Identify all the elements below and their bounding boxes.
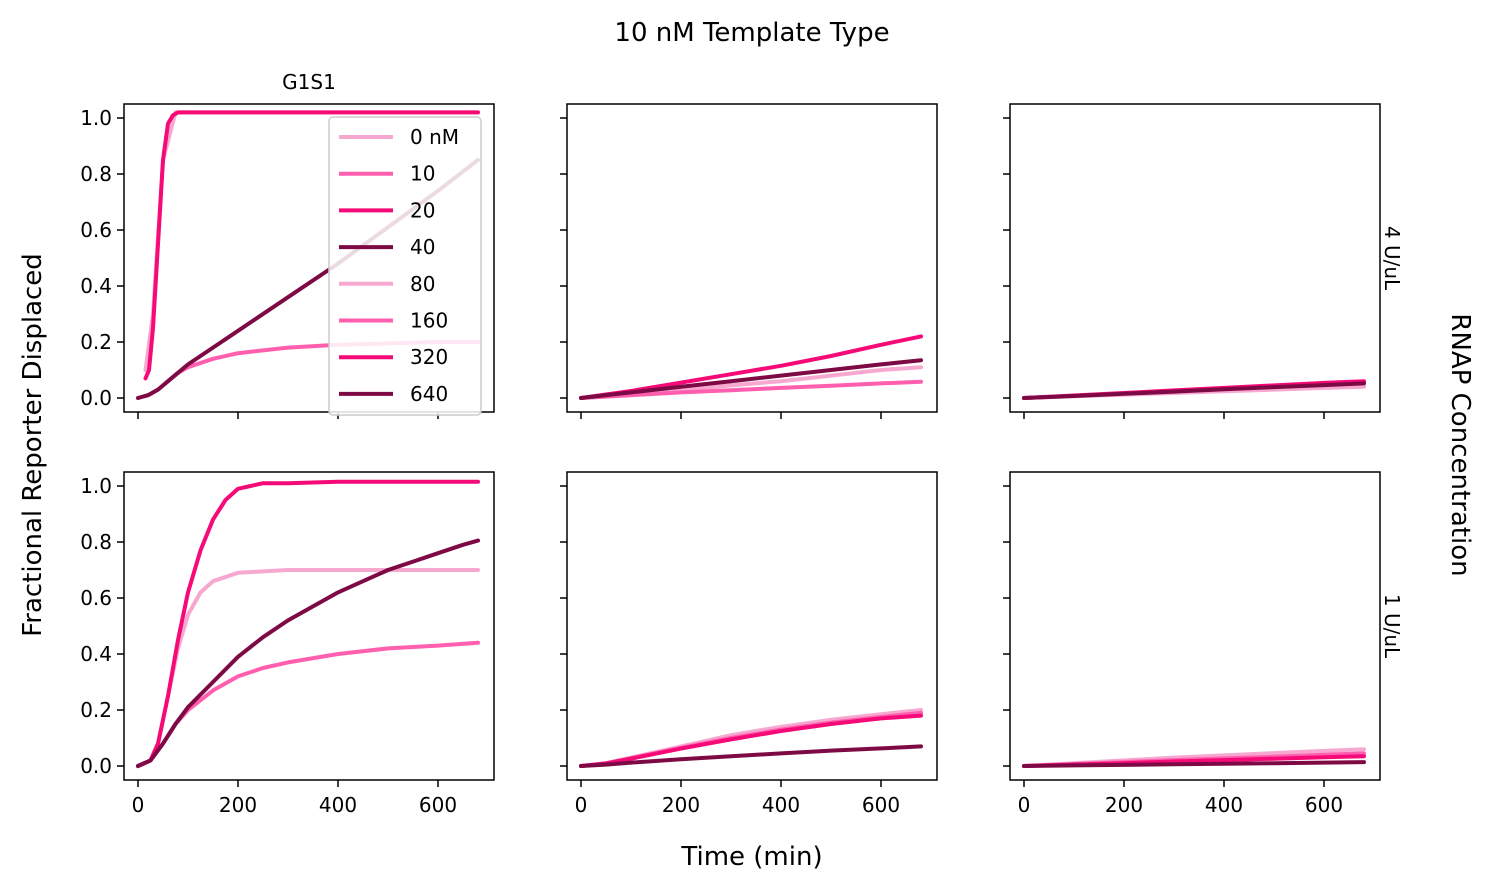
y-tick-label: 0.4 — [80, 274, 112, 298]
x-tick-label: 400 — [319, 793, 357, 817]
series-line-3 — [579, 744, 923, 768]
x-tick-label: 200 — [662, 793, 700, 817]
x-tick-label: 0 — [132, 793, 145, 817]
axes-frame — [123, 103, 495, 413]
y-tick-label: 1.0 — [80, 106, 112, 130]
row-label: 4 U/uL — [1380, 226, 1404, 291]
legend-label: 80 — [410, 272, 435, 296]
y-tick-label: 0.8 — [80, 162, 112, 186]
axes-frame — [1009, 103, 1381, 413]
subplot-r1c0: 0.0 0.2 0.4 0.6 0.8 1.0 0 200 400 600 — [80, 471, 495, 817]
subplot-r1c1: 0 200 400 600 — [560, 471, 938, 817]
axes-frame — [1009, 471, 1381, 781]
x-tick-label: 400 — [1205, 793, 1243, 817]
axes-frame — [123, 471, 495, 781]
axes-frame — [566, 471, 938, 781]
legend-label: 320 — [410, 345, 448, 369]
y-tick-label: 0.8 — [80, 530, 112, 554]
x-tick-label: 600 — [862, 793, 900, 817]
figure-xlabel: Time (min) — [680, 842, 822, 872]
series-line-2 — [143, 110, 480, 381]
y-tick-label: 0.4 — [80, 642, 112, 666]
x-tick-label: 0 — [575, 793, 588, 817]
axes-frame — [566, 103, 938, 413]
figure-suptitle: 10 nM Template Type — [614, 18, 889, 48]
series-line-0 — [136, 568, 480, 768]
legend-label: 10 — [410, 162, 435, 186]
x-tick-label: 600 — [419, 793, 457, 817]
y-tick-label: 0.0 — [80, 754, 112, 778]
series-line-3 — [579, 358, 923, 400]
figure-ylabel: Fractional Reporter Displaced — [18, 253, 48, 637]
y-tick-label: 0.6 — [80, 586, 112, 610]
x-tick-label: 400 — [762, 793, 800, 817]
y-tick-label: 0.2 — [80, 698, 112, 722]
series-line-3 — [1022, 760, 1366, 768]
legend: 0 nM 10 20 40 80 160 320 640 — [328, 116, 482, 416]
x-tick-label: 600 — [1305, 793, 1343, 817]
y-tick-label: 1.0 — [80, 474, 112, 498]
series-line-2 — [579, 713, 923, 768]
y-tick-label: 0.6 — [80, 218, 112, 242]
series-line-3 — [136, 538, 480, 768]
legend-label: 640 — [410, 382, 448, 406]
series-line-2 — [136, 479, 480, 768]
series-group — [579, 708, 923, 768]
subplot-grid: 0.0 0.2 0.4 0.6 0.8 1.0 G1S1 0 nM 10 20 40 80 160 320… — [80, 70, 1404, 817]
y-tick-label: 0.0 — [80, 386, 112, 410]
series-group — [1022, 379, 1366, 400]
subplot-r1c2: 0 200 400 600 1 U/uL — [1003, 471, 1404, 817]
series-group — [579, 334, 923, 400]
y-tick-label: 0.2 — [80, 330, 112, 354]
subplot-r0c0: 0.0 0.2 0.4 0.6 0.8 1.0 G1S1 0 nM 10 20 40 80 160 320… — [80, 70, 495, 419]
x-tick-label: 200 — [1105, 793, 1143, 817]
series-line-1 — [579, 379, 923, 400]
x-tick-label: 0 — [1018, 793, 1031, 817]
legend-label: 20 — [410, 198, 435, 222]
x-tick-label: 200 — [219, 793, 257, 817]
subplot-r0c2: 4 U/uL — [1003, 103, 1404, 419]
subplot-title: G1S1 — [282, 70, 336, 94]
subplot-r0c1 — [560, 103, 938, 419]
legend-label: 40 — [410, 235, 435, 259]
row-label: 1 U/uL — [1380, 594, 1404, 659]
legend-label: 160 — [410, 309, 448, 333]
series-group — [136, 479, 480, 768]
series-line-3 — [1022, 381, 1366, 400]
legend-box — [328, 116, 482, 416]
series-group — [1022, 747, 1366, 768]
row-group-label: RNAP Concentration — [1445, 313, 1475, 576]
legend-label: 0 nM — [410, 125, 459, 149]
